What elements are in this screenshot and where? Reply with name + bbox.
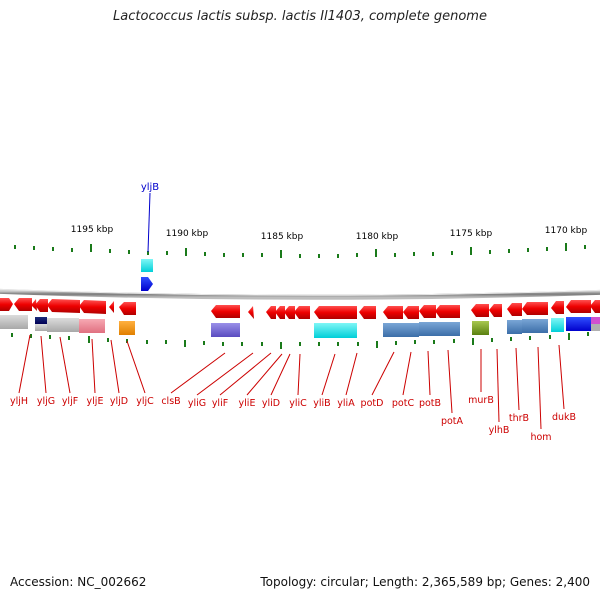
gene-leader-yliG [196,352,254,396]
scale-labels: 1195 kbp 1190 kbp 1185 kbp 1180 kbp 1175… [71,225,588,242]
gene-label-yljH[interactable]: yljH [10,396,28,407]
gene-leader-lines [18,334,565,430]
gene-leader-yljE [91,338,96,394]
gene-leader-yliF [219,352,272,396]
gene-label-yliG[interactable]: yliG [188,398,206,409]
gene-label-potD[interactable]: potD [361,398,384,409]
gene-leader-yliB [321,353,336,396]
gene-leader-potB [427,350,431,396]
gene-leader-yljF [59,336,71,394]
gene-label-hom[interactable]: hom [530,432,551,443]
gene-label-yljD[interactable]: yljD [110,396,128,407]
gene-labels: yljH yljG yljF yljE yljD yljC clsB yliG yliF yliE… [10,395,576,443]
cog-track [0,315,600,338]
gene-leader-yljC [126,340,146,394]
genome-summary: Topology: circular; Length: 2,365,589 bp… [260,575,590,589]
gene-leader-yljD [110,339,120,394]
scale-label: 1180 kbp [356,232,399,242]
gene-feature-yljB [141,259,153,272]
gene-leader-yljH [18,334,31,394]
gene-label-yljG[interactable]: yljG [37,396,55,407]
scale-label: 1190 kbp [166,229,209,239]
gene-label-yliE[interactable]: yliE [239,398,256,409]
gene-leader-yljG [40,335,47,394]
gene-label-yljF[interactable]: yljF [62,396,78,407]
scale-label: 1195 kbp [71,225,114,235]
gene-leader-clsB [170,352,226,394]
gene-label-yliA[interactable]: yliA [337,398,355,409]
gene-leader-dukB [558,344,565,410]
scale-label: 1170 kbp [545,226,588,236]
scale-label: 1175 kbp [450,229,493,239]
gene-label-dukB[interactable]: dukB [552,412,576,423]
inner-ticks [11,332,589,349]
accession-text: Accession: NC_002662 [10,575,147,589]
gene-label-ylhB[interactable]: ylhB [489,425,510,436]
gene-leader-hom [537,346,542,430]
map-title: Lactococcus lactis subsp. lactis Il1403,… [113,9,487,24]
outer-ticks [14,243,586,258]
gene-leader-yliA [345,352,358,396]
gene-label-murB[interactable]: murB [468,395,494,406]
gene-leader-ylhB [496,348,500,423]
gene-leader-yliC [297,353,301,396]
gene-label-yliF[interactable]: yliF [212,398,228,409]
gene-label-yliB[interactable]: yliB [313,398,330,409]
gene-arrow-yljB [141,277,153,291]
gene-leader-yliD [270,353,291,396]
gene-leader-potC [402,351,412,396]
gene-label-yliD[interactable]: yliD [262,398,280,409]
gene-yljB[interactable]: yljB [141,182,159,291]
gene-label-potC[interactable]: potC [392,398,415,409]
gene-label-yljE[interactable]: yljE [87,396,104,407]
gene-label-potA[interactable]: potA [441,416,464,427]
gene-label-potB[interactable]: potB [419,398,441,409]
gene-label-yljB: yljB [141,182,159,193]
reverse-cds-track [0,298,600,319]
gene-leader-yliE [246,353,283,396]
scale-label: 1185 kbp [261,232,304,242]
gene-leader-thrB [515,347,520,411]
gene-label-thrB[interactable]: thrB [509,413,529,424]
gene-label-clsB[interactable]: clsB [161,396,180,407]
gene-label-yliC[interactable]: yliC [289,398,307,409]
gene-leader-potD [371,351,395,396]
genome-backbone [0,288,600,300]
gene-label-yljC[interactable]: yljC [136,396,154,407]
gene-leader-potA [447,349,453,414]
